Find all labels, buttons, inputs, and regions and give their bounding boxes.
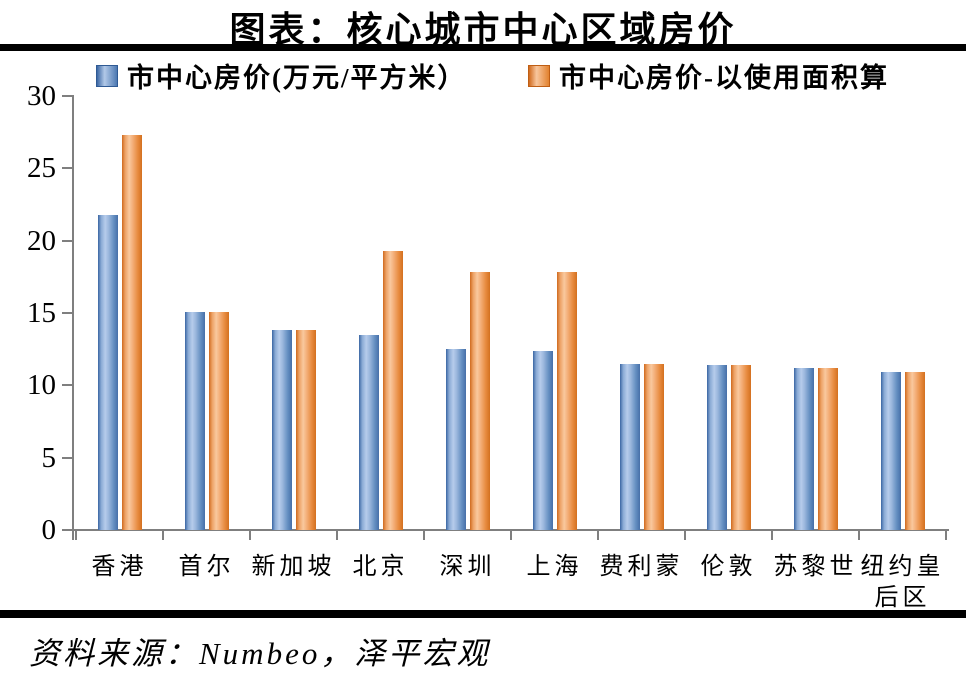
y-axis-tick-label: 0 — [41, 514, 57, 546]
x-axis-tick — [336, 531, 338, 540]
bar-blue — [184, 311, 205, 530]
x-axis-tick — [162, 531, 164, 540]
x-axis-tick — [945, 531, 947, 540]
y-axis-tick — [62, 384, 73, 387]
bar-blue — [619, 363, 640, 530]
bar-orange — [817, 367, 838, 530]
bar-blue — [271, 330, 292, 530]
legend-label-series1: 市中心房价(万元/平方米） — [127, 63, 467, 93]
y-axis-tick — [62, 529, 73, 531]
x-axis-tick — [684, 531, 686, 540]
x-axis-tick — [423, 531, 425, 540]
legend-label-series2: 市中心房价-以使用面积算 — [559, 63, 889, 93]
legend: 市中心房价(万元/平方米） 市中心房价-以使用面积算 — [0, 56, 966, 93]
bar-blue — [532, 350, 553, 530]
bar-orange — [469, 272, 490, 530]
x-category-label: 香港 — [91, 554, 148, 580]
legend-swatch-blue-icon — [96, 64, 118, 87]
y-axis-line — [72, 95, 74, 540]
y-axis-tick-label: 5 — [41, 441, 57, 474]
bar-blue — [706, 365, 727, 530]
chart-title: 图表：核心城市中心区域房价 — [229, 10, 737, 50]
x-category-label: 新加坡 — [251, 554, 336, 580]
bar-orange — [904, 372, 925, 530]
y-axis-tick — [62, 312, 73, 314]
x-category-label: 北京 — [352, 554, 409, 580]
x-axis-line — [72, 529, 949, 531]
bar-blue — [97, 214, 118, 530]
bar-orange — [556, 272, 577, 530]
bar-blue — [358, 334, 379, 530]
x-category-label: 苏黎世 — [773, 554, 858, 580]
y-axis-tick-label: 15 — [27, 297, 56, 329]
legend-swatch-orange-icon — [528, 64, 550, 87]
bar-orange — [208, 311, 229, 530]
x-category-label: 伦敦 — [700, 554, 757, 580]
x-axis-tick — [858, 531, 860, 540]
legend-item-series2: 市中心房价-以使用面积算 — [528, 56, 889, 95]
x-axis-tick — [249, 531, 251, 540]
legend-item-series1: 市中心房价(万元/平方米） — [96, 56, 467, 95]
y-axis-tick-label: 25 — [27, 152, 56, 185]
bar-orange — [121, 135, 142, 530]
x-category-label: 首尔 — [178, 554, 235, 580]
bar-orange — [643, 363, 664, 530]
y-axis-tick-label: 20 — [27, 224, 56, 257]
source-note: 资料来源：Numbeo，泽平宏观 — [29, 636, 491, 671]
bar-blue — [793, 367, 814, 530]
x-axis-tick — [597, 531, 599, 540]
x-category-label: 上海 — [526, 554, 583, 580]
x-category-label: 深圳 — [439, 554, 496, 580]
y-axis-tick — [62, 167, 73, 170]
y-axis-tick — [62, 239, 73, 242]
x-axis-tick — [75, 531, 77, 540]
bottom-divider — [0, 610, 966, 618]
x-axis-tick — [510, 531, 512, 540]
top-divider — [0, 44, 966, 51]
x-axis-tick — [771, 531, 773, 540]
bar-blue — [880, 372, 901, 530]
bar-orange — [730, 365, 751, 530]
bar-blue — [445, 349, 466, 530]
bar-orange — [382, 250, 403, 530]
x-category-label: 纽约皇后区 — [860, 554, 945, 611]
y-axis-tick — [62, 456, 73, 459]
y-axis-tick-label: 10 — [27, 369, 56, 402]
y-axis-tick — [62, 95, 73, 97]
x-category-label: 费利蒙 — [599, 554, 684, 580]
bar-orange — [295, 330, 316, 530]
y-axis-tick-label: 30 — [27, 80, 56, 112]
